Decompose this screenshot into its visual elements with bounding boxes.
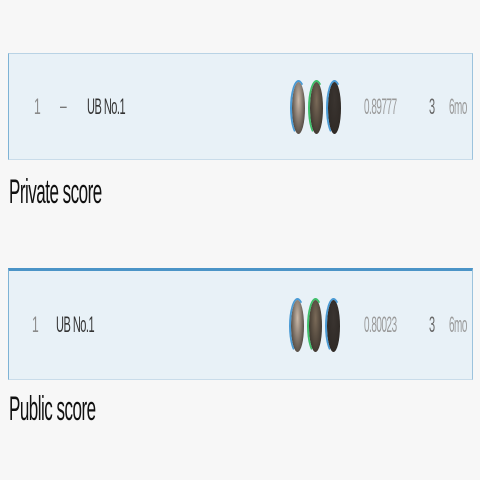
last-submission: 6mo [449,93,467,119]
rank: 1 [32,312,39,337]
team-members [289,294,351,356]
team-name[interactable]: UB No.1 [87,93,126,119]
user-avatar-icon[interactable] [326,79,343,136]
public-leaderboard-row[interactable]: 1 UB No.1 0.80023 3 6mo [8,268,473,380]
user-avatar-icon[interactable] [308,79,325,136]
user-avatar-icon[interactable] [325,298,342,354]
score: 0.89777 [364,93,397,119]
rank: 1 [34,93,41,119]
user-avatar-icon[interactable] [290,79,307,136]
public-score-caption: Public score [9,390,96,428]
user-avatar-icon[interactable] [307,298,324,354]
rank-change: – [60,95,67,117]
score: 0.80023 [364,312,397,337]
private-leaderboard-row[interactable]: 1 – UB No.1 0.89777 3 6mo [8,53,473,160]
user-avatar-icon[interactable] [289,298,306,354]
entries-count: 3 [429,93,435,119]
last-submission: 6mo [449,312,467,337]
team-name[interactable]: UB No.1 [56,312,95,337]
entries-count: 3 [429,312,435,337]
private-score-caption: Private score [9,173,102,211]
team-members [290,76,352,138]
